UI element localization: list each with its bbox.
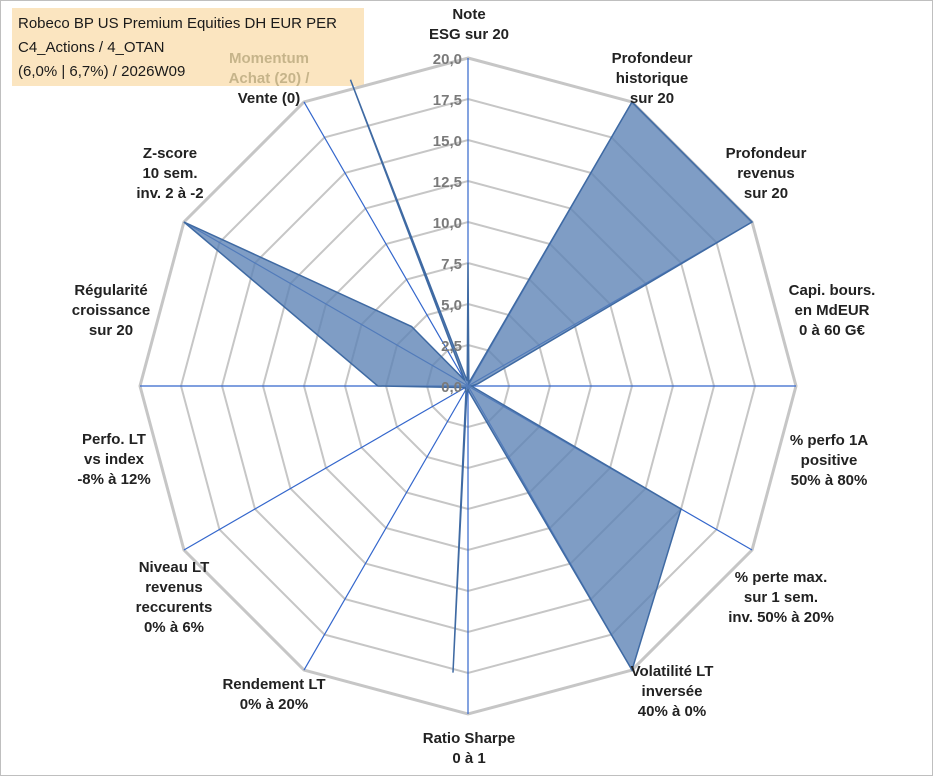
tick-layer: 0,0 2,5 5,0 7,5 10,0 12,5 15,0 17,5 20,0 <box>433 51 462 396</box>
axis-label-line: inversée <box>642 683 703 700</box>
axis-label-group: Z-score 10 sem. inv. 2 à -2 <box>136 145 203 202</box>
axis-label-line: 50% à 80% <box>791 472 868 489</box>
axis-label-line: sur 20 <box>89 322 133 339</box>
tick-label: 5,0 <box>441 297 462 314</box>
tick-label: 2,5 <box>441 338 462 355</box>
axis-label-line: Niveau LT <box>139 559 210 576</box>
axis-label-line: Vente (0) <box>238 90 301 107</box>
axis-label-line: sur 20 <box>744 185 788 202</box>
axis-label-line: Capi. bours. <box>789 282 876 299</box>
title-box <box>12 8 364 86</box>
radar-spoke <box>303 385 469 671</box>
axis-label-line: positive <box>801 452 858 469</box>
axis-label-line: inv. 50% à 20% <box>728 609 834 626</box>
axis-label-group: Momentum Achat (20) / Vente (0) <box>229 50 311 107</box>
axis-label-line: croissance <box>75 302 147 319</box>
axis-label-group: Niveau LT revenus reccurents 0% à 6% <box>136 559 213 636</box>
tick-label: 17,5 <box>433 92 462 109</box>
axis-label-line: en MdEUR <box>795 302 870 319</box>
axis-label-line: 0 à 60 G€ <box>799 322 866 339</box>
chart-title-fund: Robeco BP US Premium Equities DH EUR PER <box>18 15 337 32</box>
series-layer <box>183 79 754 673</box>
radar-spoke <box>183 385 469 551</box>
axis-label-group: Capi. bours. en MdEUR 0 à 60 G€ <box>789 282 876 339</box>
axis-label-line: 0% à 6% <box>144 619 204 636</box>
radar-spoke <box>303 101 469 387</box>
axis-label-group: Perfo. LT vs index -8% à 12% <box>77 431 150 488</box>
chart-title-category: C4_Actions / 4_OTAN <box>18 39 165 56</box>
axis-label-line: Perfo. LT <box>82 431 146 448</box>
axis-label-group: Volatilité LT inversée 40% à 0% <box>631 663 714 720</box>
axis-label-line: Régularité <box>77 282 145 299</box>
axis-label-group: Profondeur historique sur 20 <box>612 50 693 107</box>
axis-label-line: Profondeur <box>726 145 807 162</box>
axis-label-line: croissance <box>72 302 150 319</box>
tick-label: 20,0 <box>433 51 462 68</box>
axis-label-line: revenus <box>145 579 203 596</box>
axis-label-line: Ratio Sharpe <box>423 730 516 747</box>
axis-label-line: -8% à 12% <box>77 471 150 488</box>
axis-label-line: revenus <box>737 165 795 182</box>
axis-label-line: sur 1 sem. <box>744 589 818 606</box>
axis-label-line: 10 sem. <box>142 165 197 182</box>
axis-label-group: Note ESG sur 20 <box>429 6 509 43</box>
axis-label-line: sur 20 <box>630 90 674 107</box>
series-area <box>183 79 754 673</box>
axis-label-line: Momentum <box>229 50 309 67</box>
axis-label-line: inv. 2 à -2 <box>136 185 203 202</box>
axis-label-group: Profondeur revenus sur 20 <box>726 145 807 202</box>
axis-label-line: Achat (20) / <box>229 70 311 87</box>
axis-label-line: 0% à 20% <box>240 696 308 713</box>
axis-label-group: Régularité croissance sur 20 <box>72 282 150 339</box>
tick-label: 7,5 <box>441 256 462 273</box>
axis-label-group: % perfo 1A positive 50% à 80% <box>790 432 869 489</box>
tick-label: 10,0 <box>433 215 462 232</box>
axis-label-line: Profondeur <box>612 50 693 67</box>
axis-label-line: Note <box>452 6 485 23</box>
axis-label-line: Rendement LT <box>222 676 325 693</box>
axis-label-group: Rendement LT 0% à 20% <box>222 676 325 713</box>
chart-title-period: (6,0% | 6,7%) / 2026W09 <box>18 63 186 80</box>
axis-label-line: vs index <box>84 451 145 468</box>
axis-label-line: sur 20 <box>90 322 132 339</box>
axis-label-group: Ratio Sharpe 0 à 1 <box>423 730 516 767</box>
axis-label-line: Volatilité LT <box>631 663 714 680</box>
axis-label-line: ESG sur 20 <box>429 26 509 43</box>
tick-label: 15,0 <box>433 133 462 150</box>
axis-label-line: 40% à 0% <box>638 703 706 720</box>
label-layer: Note ESG sur 20 Profondeur historique sur 20… <box>72 6 876 767</box>
tick-label: 12,5 <box>433 174 462 191</box>
axis-label-line: 0 à 1 <box>452 750 485 767</box>
axis-label-line: reccurents <box>136 599 213 616</box>
axis-label-line: % perte max. <box>735 569 828 586</box>
axis-label-group: % perte max. sur 1 sem. inv. 50% à 20% <box>728 569 834 626</box>
tick-label: 0,0 <box>441 379 462 396</box>
axis-label-line: historique <box>616 70 689 87</box>
axis-label-line: % perfo 1A <box>790 432 869 449</box>
axis-label-line: Z-score <box>143 145 197 162</box>
axis-label-line: Régularité <box>74 282 147 299</box>
